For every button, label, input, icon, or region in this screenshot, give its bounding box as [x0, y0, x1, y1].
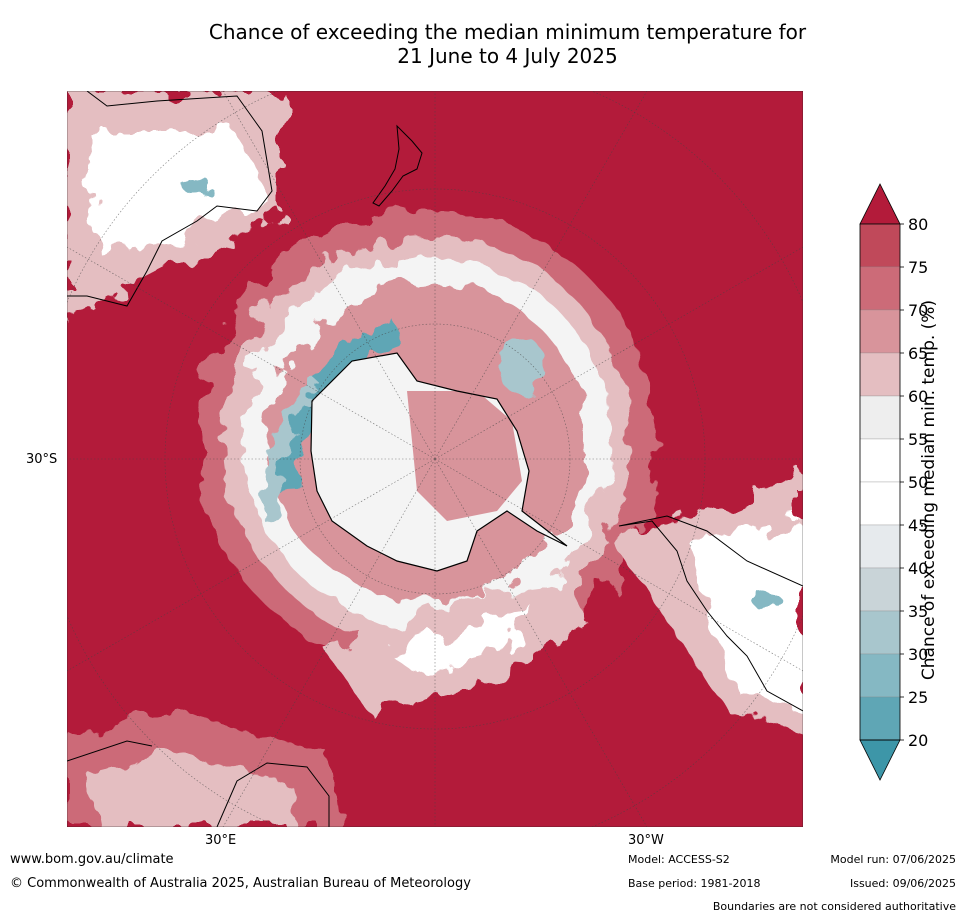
colorbar-tick-label: 55 — [908, 430, 928, 449]
africa-coast — [67, 740, 330, 827]
colorbar-tick-label: 70 — [908, 301, 928, 320]
colorbar-tick-label: 60 — [908, 387, 928, 406]
colorbar: 80 75 70 65 60 55 50 45 40 35 30 25 20 — [859, 183, 928, 781]
colorbar-bottom-extension — [859, 739, 901, 781]
colorbar-tick-label: 65 — [908, 344, 928, 363]
colorbar-segment — [859, 567, 901, 612]
colorbar-segment — [859, 266, 901, 311]
colorbar-segment — [859, 223, 901, 268]
colorbar-segment — [859, 438, 901, 483]
africa-region — [67, 711, 337, 827]
title-line-1: Chance of exceeding the median minimum t… — [208, 20, 807, 44]
colorbar-tick-label: 40 — [908, 559, 928, 578]
colorbar-tick-label: 50 — [908, 473, 928, 492]
model-text: Model: ACCESS-S2 — [628, 853, 730, 866]
colorbar-segment — [859, 395, 901, 440]
colorbar-tick-label: 25 — [908, 688, 928, 707]
blue-arc — [263, 320, 544, 522]
colorbar-tick-label: 75 — [908, 258, 928, 277]
lower-band — [327, 581, 587, 711]
disclaimer-text: Boundaries are not considered authoritat… — [712, 900, 956, 913]
colorbar-tick-label: 80 — [908, 215, 928, 234]
australia-coast — [67, 91, 273, 307]
south-america-coast — [618, 515, 803, 712]
map-title: Chance of exceeding the median minimum t… — [100, 20, 915, 68]
colorbar-tick-label: 20 — [908, 731, 928, 750]
issued-text: Issued: 09/06/2025 — [849, 877, 956, 890]
colorbar-title: Chance of exceeding median min. temp. (%… — [919, 299, 939, 681]
colorbar-segment — [859, 696, 901, 741]
south-polar-map — [67, 91, 803, 827]
colorbar-segment — [859, 352, 901, 397]
antarctica — [310, 352, 568, 572]
model-run-text: Model run: 07/06/2025 — [830, 853, 956, 866]
australia-region — [67, 91, 282, 321]
colorbar-tick-label: 35 — [908, 602, 928, 621]
colorbar-segment — [859, 481, 901, 526]
copyright-text: © Commonwealth of Australia 2025, Austra… — [10, 876, 471, 891]
colorbar-segment — [859, 610, 901, 655]
colorbar-top-extension — [859, 183, 901, 225]
lon-label-30w: 30°W — [628, 833, 664, 848]
south-america-region — [612, 471, 803, 731]
colorbar-tick-label: 30 — [908, 645, 928, 664]
colorbar-segment — [859, 524, 901, 569]
colorbar-tick-label: 45 — [908, 516, 928, 535]
colorbar-segment — [859, 653, 901, 698]
new-zealand — [372, 124, 423, 207]
lat-label-30s: 30°S — [26, 452, 58, 467]
lon-label-30e: 30°E — [205, 833, 237, 848]
graticule — [67, 91, 803, 827]
title-line-2: 21 June to 4 July 2025 — [397, 44, 618, 68]
base-period-text: Base period: 1981-2018 — [628, 877, 761, 890]
colorbar-segment — [859, 309, 901, 354]
website-link[interactable]: www.bom.gov.au/climate — [10, 852, 174, 867]
